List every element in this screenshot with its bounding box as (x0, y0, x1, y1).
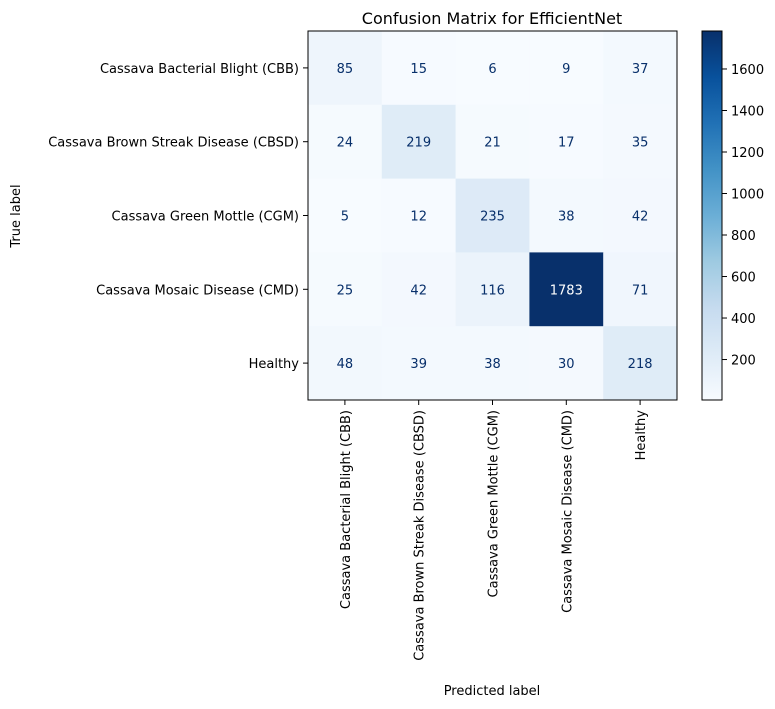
colorbar-tick-label: 1400 (731, 104, 764, 119)
x-tick-label: Healthy (634, 410, 649, 461)
heatmap-cell (455, 178, 530, 253)
cell-value-label: 12 (410, 210, 427, 225)
cell-value-label: 219 (406, 136, 431, 151)
colorbar-tick-label: 600 (731, 271, 756, 286)
y-tick-label: Cassava Bacterial Blight (CBB) (100, 62, 299, 77)
cell-value-label: 15 (410, 62, 427, 77)
colorbar-tick-label: 1000 (731, 188, 764, 203)
cell-value-label: 71 (632, 283, 649, 298)
cell-value-label: 21 (484, 136, 501, 151)
colorbar-ticks: 200 400 600 800 1000 1200 1400 1600 (722, 63, 764, 369)
x-tick-label: Cassava Brown Streak Disease (CBSD) (413, 410, 428, 661)
heatmap-cell (603, 252, 678, 327)
heatmap-cell (308, 178, 383, 253)
heatmap-cells (308, 31, 678, 401)
x-axis-label: Predicted label (444, 684, 541, 699)
cell-value-label: 24 (337, 136, 354, 151)
y-tick-label: Cassava Brown Streak Disease (CBSD) (48, 136, 299, 151)
heatmap-cell (308, 104, 383, 180)
heatmap-cell (455, 326, 530, 401)
heatmap-cell (529, 104, 604, 180)
heatmap-cell (603, 326, 678, 401)
heatmap-cell (603, 104, 678, 180)
cell-value-label: 37 (632, 62, 649, 77)
cell-value-label: 48 (337, 357, 354, 372)
cell-value-label: 38 (484, 357, 501, 372)
heatmap-cell (381, 326, 457, 401)
heatmap-cell (381, 178, 457, 253)
cell-value-label: 6 (488, 62, 496, 77)
y-tick-label: Cassava Green Mottle (CGM) (112, 210, 299, 225)
heatmap-cell (381, 252, 457, 327)
cell-value-label: 218 (628, 357, 653, 372)
x-axis-ticks: Cassava Bacterial Blight (CBB) Cassava Br… (339, 400, 649, 661)
heatmap-cell (529, 178, 604, 253)
heatmap-cell (308, 326, 383, 401)
y-tick-label: Healthy (249, 357, 300, 372)
chart-title: Confusion Matrix for EfficientNet (362, 9, 622, 28)
heatmap-cell (603, 178, 678, 253)
x-tick-label: Cassava Bacterial Blight (CBB) (339, 410, 354, 609)
heatmap-cell (529, 31, 604, 106)
y-tick-label: Cassava Mosaic Disease (CMD) (96, 283, 299, 298)
heatmap-cell (603, 31, 678, 106)
cell-value-label: 5 (341, 210, 349, 225)
cell-value-label: 38 (558, 210, 575, 225)
cell-value-label: 25 (337, 283, 354, 298)
colorbar-tick-label: 200 (731, 354, 756, 369)
heatmap-cell (455, 104, 530, 180)
cell-value-label: 116 (480, 283, 505, 298)
cell-value-label: 30 (558, 357, 575, 372)
colorbar (701, 30, 723, 401)
cell-value-label: 9 (562, 62, 570, 77)
cell-value-label: 85 (337, 62, 354, 77)
cell-value-label: 235 (480, 210, 505, 225)
cell-value-label: 42 (632, 210, 649, 225)
cell-value-label: 39 (410, 357, 427, 372)
colorbar-tick-label: 400 (731, 312, 756, 327)
y-axis-ticks: Cassava Bacterial Blight (CBB) Cassava Br… (48, 62, 308, 372)
cell-value-label: 17 (558, 136, 575, 151)
colorbar-tick-label: 800 (731, 229, 756, 244)
x-tick-label: Cassava Green Mottle (CGM) (487, 410, 502, 597)
heatmap-cell (455, 31, 530, 106)
heatmap-cell (381, 31, 457, 106)
heatmap-cell (529, 326, 604, 401)
heatmap-cell (455, 252, 530, 327)
heatmap-cell (308, 252, 383, 327)
colorbar-tick-label: 1600 (731, 63, 764, 78)
x-tick-label: Cassava Mosaic Disease (CMD) (560, 410, 575, 613)
cell-value-label: 1783 (550, 283, 583, 298)
cell-value-label: 35 (632, 136, 649, 151)
heatmap-cell (308, 31, 383, 106)
cell-value-label: 42 (410, 283, 427, 298)
y-axis-label: True label (9, 184, 24, 248)
heatmap-cell (529, 252, 604, 327)
colorbar-tick-label: 1200 (731, 146, 764, 161)
heatmap-cell (381, 104, 457, 180)
heatmap-cell-labels: 85 15 6 9 37 24 219 21 17 35 5 12 235 38 42 25 42 116 1783… (337, 62, 653, 372)
